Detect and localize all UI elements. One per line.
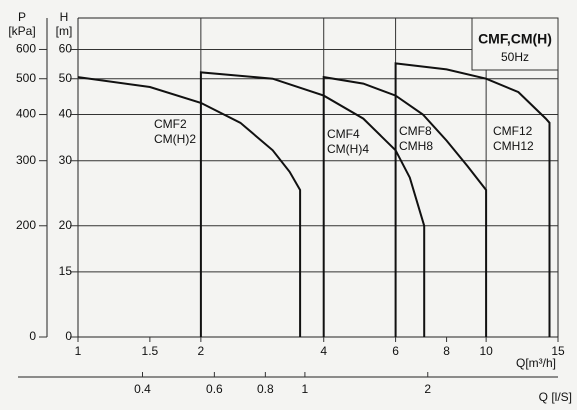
- y-tick-label: 50: [59, 71, 73, 85]
- x-tick-label: 2: [198, 344, 205, 358]
- y2-tick-label: 500: [16, 71, 36, 85]
- x2-tick-label: 0.8: [257, 382, 274, 396]
- chart-subtitle: 50Hz: [501, 50, 529, 64]
- y-tick-label: 20: [59, 218, 73, 232]
- x-tick-label: 1.5: [142, 344, 159, 358]
- y2-tick-label: 200: [16, 218, 36, 232]
- y-tick-label: 40: [59, 107, 73, 121]
- x2-tick-label: 2: [424, 382, 431, 396]
- x-tick-label: 6: [392, 344, 399, 358]
- x2-tick-label: 0.6: [206, 382, 223, 396]
- x-tick-label: 15: [551, 344, 565, 358]
- curve-label: CMF2: [154, 117, 187, 131]
- chart-title: CMF,CM(H): [478, 31, 552, 47]
- curve-label: CMH8: [399, 139, 433, 153]
- curve-label: CMF12: [493, 124, 533, 138]
- x2-label: Q [l/S]: [539, 390, 572, 404]
- x2-tick-label: 1: [302, 382, 309, 396]
- y2-tick-label: 600: [16, 42, 36, 56]
- y2-tick-label: 300: [16, 153, 36, 167]
- h-label: H: [60, 10, 69, 24]
- x-tick-label: 1: [75, 344, 82, 358]
- pump-curve: [322, 75, 488, 337]
- p-label: P: [18, 10, 26, 24]
- y2-tick-label: 400: [16, 107, 36, 121]
- y2-tick-label: 0: [29, 329, 36, 343]
- curve-label: CMF4: [327, 127, 360, 141]
- pump-curve: [394, 62, 551, 337]
- x-tick-label: 8: [443, 344, 450, 358]
- curve-label: CMH12: [493, 139, 534, 153]
- y-tick-label: 15: [59, 264, 73, 278]
- title-box: [471, 17, 559, 71]
- pump-curve: [77, 76, 302, 337]
- y-tick-label: 60: [59, 42, 73, 56]
- x-label: Q[m³/h]: [516, 356, 556, 370]
- h-unit: [m]: [56, 24, 73, 38]
- x-tick-label: 4: [320, 344, 327, 358]
- x2-tick-label: 0.4: [134, 382, 151, 396]
- p-unit: [kPa]: [8, 24, 35, 38]
- curve-label: CM(H)4: [327, 142, 369, 156]
- curve-label: CM(H)2: [154, 132, 196, 146]
- y-tick-label: 0: [65, 329, 72, 343]
- y-tick-label: 30: [59, 153, 73, 167]
- pump-curve: [199, 71, 426, 337]
- x-tick-label: 10: [479, 344, 493, 358]
- curve-label: CMF8: [399, 124, 432, 138]
